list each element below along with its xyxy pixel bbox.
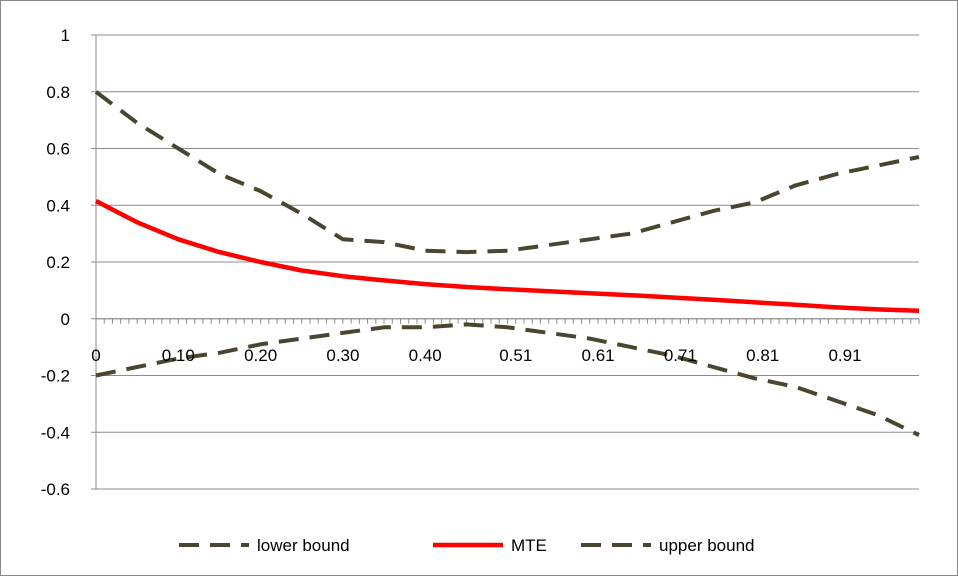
x-tick-label: 0.81 [746,346,779,365]
y-tick-label: -0.6 [41,480,70,499]
legend-item: lower bound [179,536,350,555]
y-tick-label: 0.4 [46,196,70,215]
legend-label: lower bound [257,536,350,555]
x-tick-label: 0.20 [244,346,277,365]
series-lines [94,90,920,437]
y-tick-label: 0.6 [46,140,70,159]
gridlines [96,34,919,490]
series-line-upper-bound [94,90,920,255]
x-tick-label: 0.30 [326,346,359,365]
x-tick-label: 0 [91,346,100,365]
axes [91,34,920,490]
x-tick-label: 0.10 [162,346,195,365]
y-tick-label: 1 [61,26,70,45]
series-line-mte [94,199,920,314]
x-tick-label: 0.91 [828,346,861,365]
x-tick-label: 0.61 [582,346,615,365]
series-line-lower-bound [95,322,920,437]
y-tick-label: -0.2 [41,367,70,386]
x-tick-label: 0.51 [499,346,532,365]
legend-item: upper bound [581,536,754,555]
y-tick-label: 0.8 [46,83,70,102]
legend-item: MTE [433,536,547,555]
legend-label: MTE [511,536,547,555]
x-tick-label: 0.40 [409,346,442,365]
legend: lower bound MTE upper bound [179,536,754,555]
x-tick-label: 0.71 [664,346,697,365]
y-tick-label: -0.4 [41,423,70,442]
legend-label: upper bound [659,536,754,555]
y-tick-label: 0 [61,310,70,329]
tick-labels: 10.80.60.40.20-0.2-0.4-0.60 0.10 0.20 0.30 0… [41,26,862,499]
y-tick-label: 0.2 [46,253,70,272]
